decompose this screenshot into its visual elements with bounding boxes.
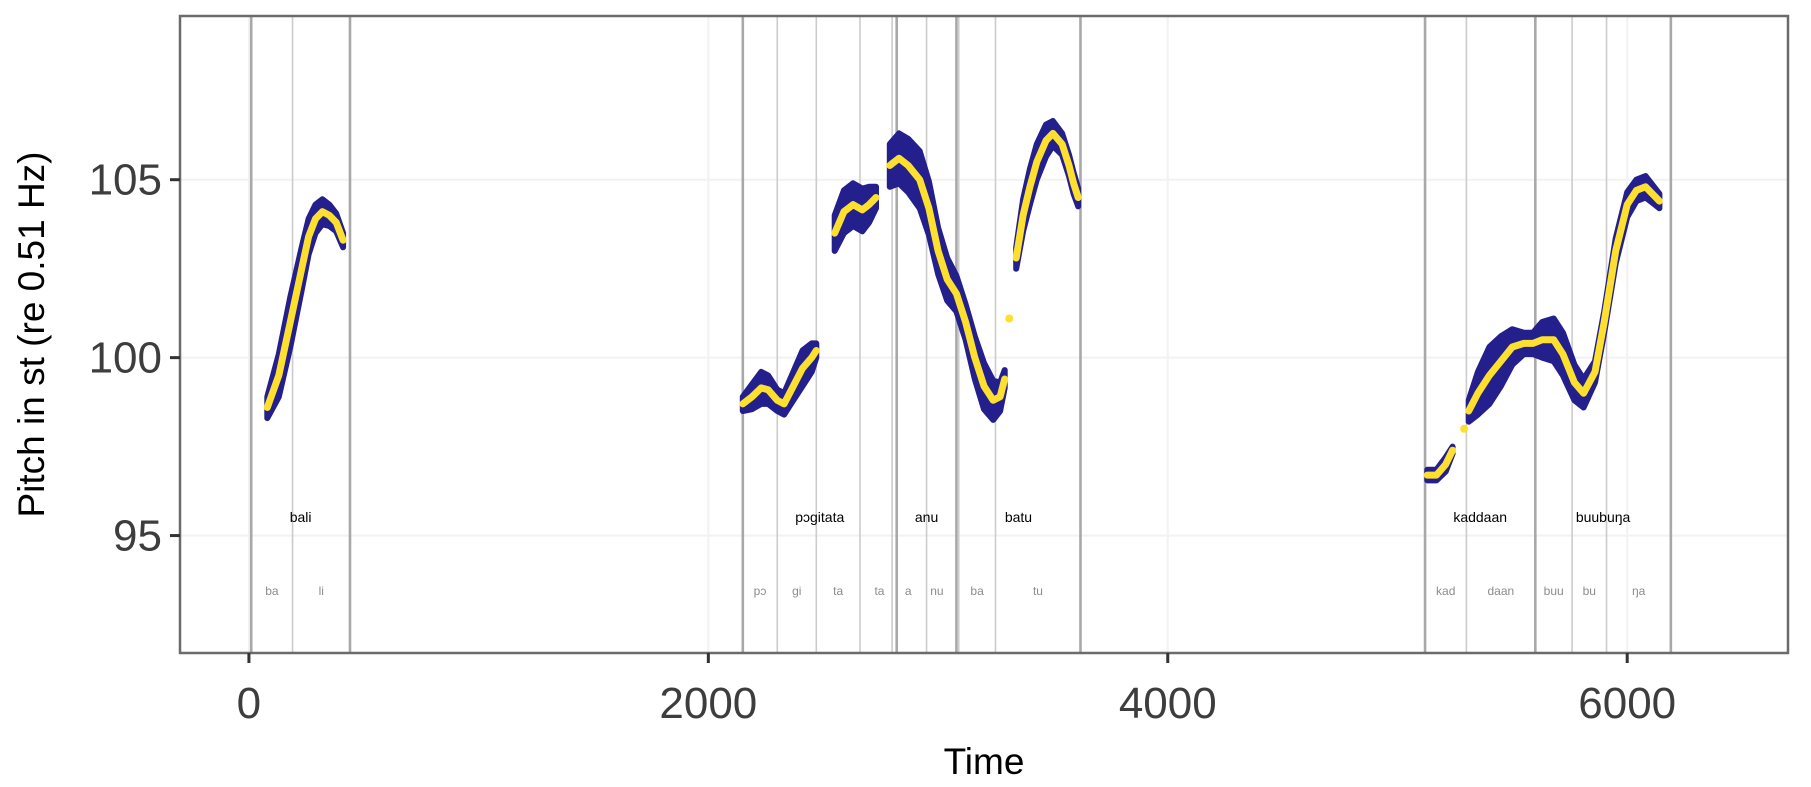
syllable-label: ta bbox=[874, 584, 884, 598]
word-label: kaddaan bbox=[1453, 509, 1507, 525]
y-tick-label: 100 bbox=[89, 334, 162, 383]
pitch-ribbon-segment bbox=[739, 340, 820, 418]
y-tick-label: 95 bbox=[113, 512, 162, 561]
word-label: bali bbox=[290, 509, 312, 525]
syllable-label: ba bbox=[265, 584, 279, 598]
syllable-label: kad bbox=[1436, 584, 1455, 598]
syllable-label: daan bbox=[1488, 584, 1515, 598]
word-label: buubuŋa bbox=[1576, 509, 1631, 525]
x-axis-title: Time bbox=[944, 741, 1025, 782]
y-tick-label: 105 bbox=[89, 156, 162, 205]
word-label: anu bbox=[915, 509, 938, 525]
word-label: batu bbox=[1005, 509, 1032, 525]
syllable-label: a bbox=[905, 584, 912, 598]
x-tick-label: 2000 bbox=[659, 679, 757, 728]
syllable-label: ta bbox=[833, 584, 843, 598]
syllable-label: tu bbox=[1033, 584, 1043, 598]
x-tick-label: 4000 bbox=[1119, 679, 1217, 728]
pitch-line bbox=[263, 129, 1663, 479]
syllable-label: bu bbox=[1583, 584, 1596, 598]
pitch-ribbon-segment bbox=[264, 196, 347, 422]
pitch-line-segment bbox=[1423, 446, 1457, 479]
syllable-label: pɔ bbox=[754, 584, 767, 598]
pitch-line-segment bbox=[831, 194, 880, 237]
pitch-point bbox=[1460, 424, 1469, 433]
y-axis-title: Pitch in st (re 0.51 Hz) bbox=[11, 151, 52, 517]
pitch-line-segment bbox=[263, 208, 347, 411]
panel-border bbox=[178, 14, 1790, 655]
pitch-line-segment bbox=[886, 154, 1009, 404]
pitch-line-segment bbox=[1465, 183, 1663, 415]
syllable-label: gi bbox=[792, 584, 801, 598]
pitch-line-segment bbox=[739, 347, 820, 408]
syllable-label: nu bbox=[930, 584, 943, 598]
syllable-label: buu bbox=[1544, 584, 1564, 598]
syllable-label: ŋa bbox=[1632, 584, 1646, 598]
x-tick-label: 0 bbox=[237, 679, 261, 728]
syllable-label: ba bbox=[970, 584, 984, 598]
syllable-label: li bbox=[319, 584, 324, 598]
x-tick-label: 6000 bbox=[1578, 679, 1676, 728]
pitch-point bbox=[1005, 314, 1014, 323]
word-label: pɔgitata bbox=[795, 509, 844, 525]
pitch-ribbon-segment bbox=[1465, 173, 1663, 425]
axes: 0 2000 4000 6000 95 100 105 bbox=[89, 156, 1677, 728]
pitch-ribbon-segment bbox=[831, 180, 879, 254]
pitch-line-segment bbox=[1012, 129, 1082, 262]
